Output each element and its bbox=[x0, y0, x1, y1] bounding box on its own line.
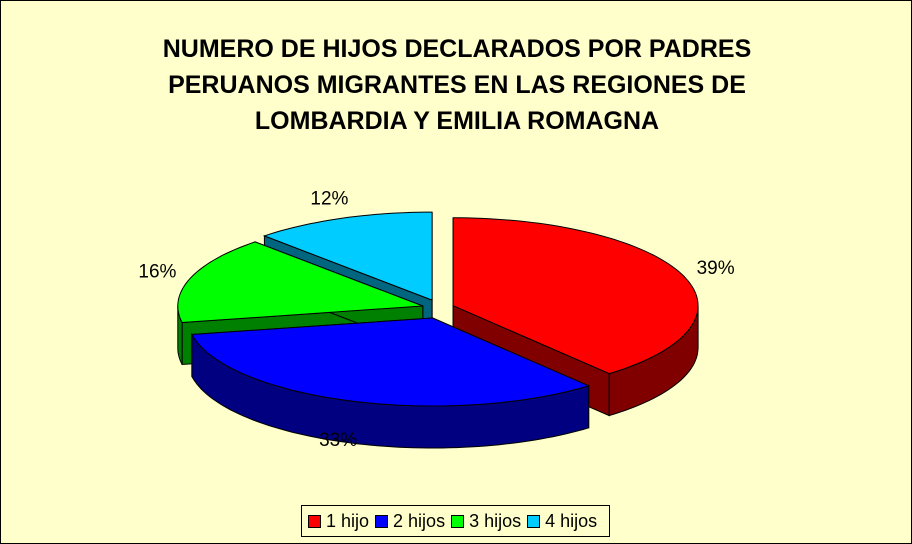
legend-item: 2 hijos bbox=[375, 511, 445, 532]
slice bbox=[191, 317, 591, 407]
legend-swatch bbox=[451, 514, 465, 528]
legend-swatch bbox=[308, 514, 321, 528]
legend-item: 3 hijos bbox=[451, 511, 521, 532]
chart-title: NUMERO DE HIJOS DECLARADOS POR PADRES PE… bbox=[162, 35, 752, 135]
data-label: 16% bbox=[138, 262, 176, 283]
data-label: 12% bbox=[310, 188, 348, 209]
data-label: 33% bbox=[319, 430, 357, 451]
legend: 1 hijo 2 hijos 3 hijos 4 hijos bbox=[301, 505, 611, 537]
slice bbox=[177, 241, 423, 324]
legend-item: 4 hijos bbox=[527, 511, 597, 532]
slice-group bbox=[191, 317, 591, 449]
legend-item: 1 hijo bbox=[308, 511, 369, 532]
legend-swatch bbox=[527, 514, 541, 528]
slice bbox=[262, 211, 433, 301]
slice bbox=[452, 217, 699, 375]
legend-label: 2 hijos bbox=[393, 510, 446, 531]
legend-label: 3 hijos bbox=[469, 510, 522, 531]
data-label: 39% bbox=[697, 258, 735, 279]
legend-swatch bbox=[375, 514, 389, 528]
legend-label: 4 hijos bbox=[545, 510, 598, 531]
legend-label: 1 hijo bbox=[326, 510, 370, 531]
